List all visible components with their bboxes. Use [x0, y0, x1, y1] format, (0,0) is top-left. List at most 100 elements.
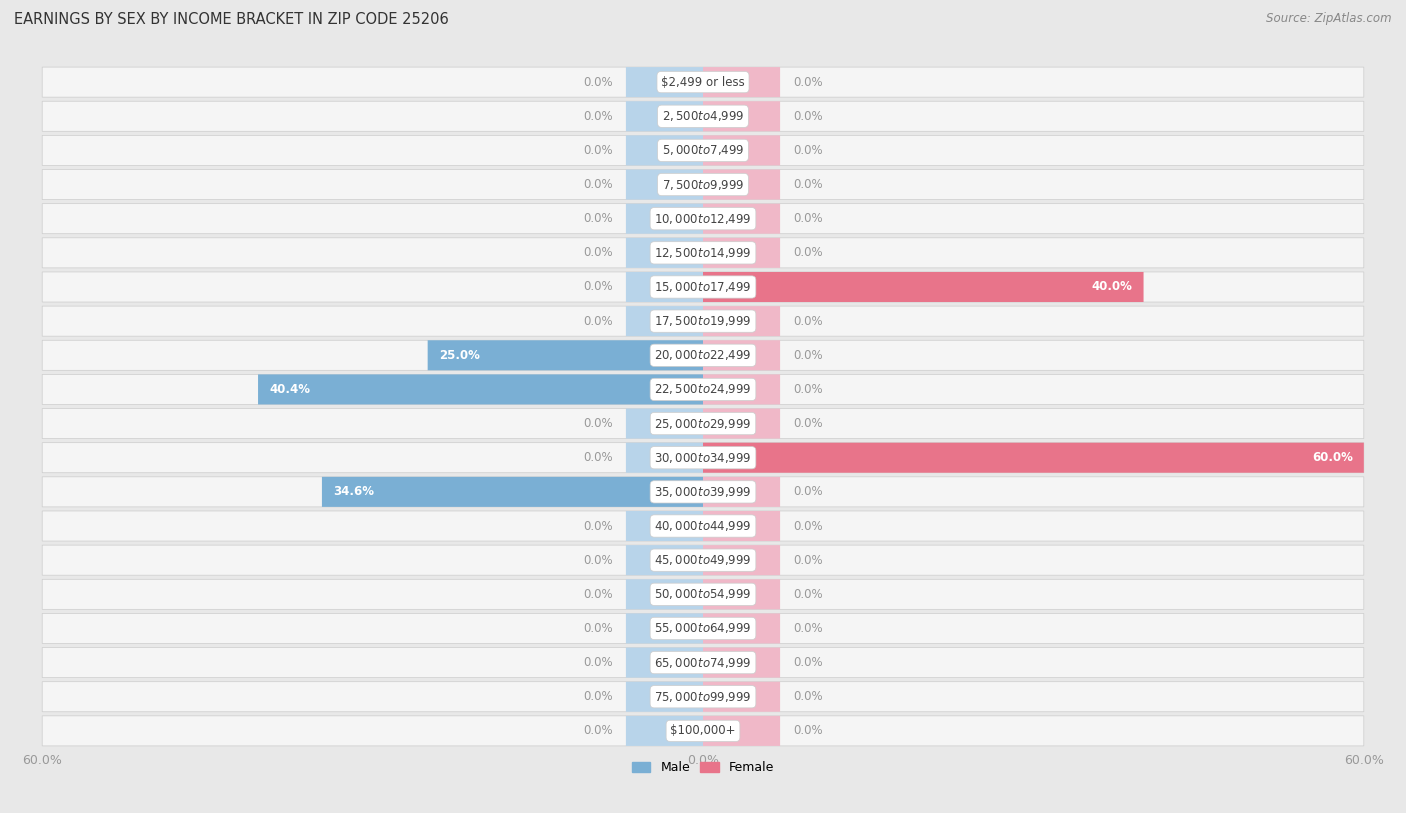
- Text: 0.0%: 0.0%: [793, 485, 823, 498]
- Text: 0.0%: 0.0%: [583, 178, 613, 191]
- Text: 0.0%: 0.0%: [793, 246, 823, 259]
- Text: $15,000 to $17,499: $15,000 to $17,499: [654, 280, 752, 294]
- Text: $5,000 to $7,499: $5,000 to $7,499: [662, 143, 744, 158]
- Text: $40,000 to $44,999: $40,000 to $44,999: [654, 519, 752, 533]
- FancyBboxPatch shape: [42, 341, 1364, 370]
- FancyBboxPatch shape: [703, 375, 780, 404]
- Text: 0.0%: 0.0%: [583, 520, 613, 533]
- Text: 40.4%: 40.4%: [269, 383, 311, 396]
- FancyBboxPatch shape: [42, 648, 1364, 677]
- Text: $35,000 to $39,999: $35,000 to $39,999: [654, 485, 752, 499]
- Text: 0.0%: 0.0%: [793, 383, 823, 396]
- FancyBboxPatch shape: [626, 204, 703, 233]
- Text: 0.0%: 0.0%: [583, 622, 613, 635]
- FancyBboxPatch shape: [42, 238, 1364, 267]
- FancyBboxPatch shape: [42, 443, 1364, 472]
- Text: 0.0%: 0.0%: [583, 110, 613, 123]
- FancyBboxPatch shape: [42, 375, 1364, 404]
- Text: 0.0%: 0.0%: [793, 110, 823, 123]
- FancyBboxPatch shape: [626, 170, 703, 199]
- FancyBboxPatch shape: [42, 580, 1364, 609]
- FancyBboxPatch shape: [626, 67, 703, 97]
- Text: 0.0%: 0.0%: [793, 724, 823, 737]
- FancyBboxPatch shape: [42, 477, 1364, 506]
- Text: $2,500 to $4,999: $2,500 to $4,999: [662, 109, 744, 124]
- Text: 0.0%: 0.0%: [793, 588, 823, 601]
- Text: EARNINGS BY SEX BY INCOME BRACKET IN ZIP CODE 25206: EARNINGS BY SEX BY INCOME BRACKET IN ZIP…: [14, 12, 449, 27]
- FancyBboxPatch shape: [703, 204, 780, 233]
- FancyBboxPatch shape: [703, 546, 780, 575]
- Text: 0.0%: 0.0%: [793, 417, 823, 430]
- Text: $100,000+: $100,000+: [671, 724, 735, 737]
- Text: 40.0%: 40.0%: [1091, 280, 1133, 293]
- Legend: Male, Female: Male, Female: [627, 756, 779, 780]
- FancyBboxPatch shape: [42, 136, 1364, 165]
- Text: 0.0%: 0.0%: [583, 417, 613, 430]
- FancyBboxPatch shape: [42, 409, 1364, 438]
- Text: $17,500 to $19,999: $17,500 to $19,999: [654, 314, 752, 328]
- FancyBboxPatch shape: [703, 102, 780, 131]
- Text: 0.0%: 0.0%: [583, 451, 613, 464]
- Text: 0.0%: 0.0%: [793, 622, 823, 635]
- FancyBboxPatch shape: [703, 341, 780, 370]
- Text: 34.6%: 34.6%: [333, 485, 374, 498]
- FancyBboxPatch shape: [626, 443, 703, 472]
- FancyBboxPatch shape: [427, 341, 703, 370]
- FancyBboxPatch shape: [703, 307, 780, 336]
- FancyBboxPatch shape: [703, 511, 780, 541]
- Text: 0.0%: 0.0%: [583, 554, 613, 567]
- Text: $65,000 to $74,999: $65,000 to $74,999: [654, 655, 752, 670]
- Text: $22,500 to $24,999: $22,500 to $24,999: [654, 382, 752, 397]
- Text: 60.0%: 60.0%: [1312, 451, 1353, 464]
- Text: 0.0%: 0.0%: [583, 212, 613, 225]
- FancyBboxPatch shape: [703, 716, 780, 746]
- Text: $12,500 to $14,999: $12,500 to $14,999: [654, 246, 752, 260]
- FancyBboxPatch shape: [42, 511, 1364, 541]
- FancyBboxPatch shape: [626, 614, 703, 643]
- FancyBboxPatch shape: [42, 682, 1364, 711]
- FancyBboxPatch shape: [626, 580, 703, 609]
- Text: Source: ZipAtlas.com: Source: ZipAtlas.com: [1267, 12, 1392, 25]
- Text: $25,000 to $29,999: $25,000 to $29,999: [654, 416, 752, 431]
- FancyBboxPatch shape: [626, 409, 703, 438]
- FancyBboxPatch shape: [703, 477, 780, 506]
- Text: 0.0%: 0.0%: [583, 315, 613, 328]
- FancyBboxPatch shape: [42, 716, 1364, 746]
- Text: 0.0%: 0.0%: [793, 144, 823, 157]
- FancyBboxPatch shape: [703, 238, 780, 267]
- Text: $75,000 to $99,999: $75,000 to $99,999: [654, 689, 752, 704]
- Text: 0.0%: 0.0%: [793, 76, 823, 89]
- FancyBboxPatch shape: [42, 307, 1364, 336]
- FancyBboxPatch shape: [703, 409, 780, 438]
- Text: 0.0%: 0.0%: [793, 349, 823, 362]
- Text: $55,000 to $64,999: $55,000 to $64,999: [654, 621, 752, 636]
- Text: $30,000 to $34,999: $30,000 to $34,999: [654, 450, 752, 465]
- FancyBboxPatch shape: [703, 580, 780, 609]
- Text: 0.0%: 0.0%: [583, 280, 613, 293]
- FancyBboxPatch shape: [626, 511, 703, 541]
- FancyBboxPatch shape: [626, 307, 703, 336]
- Text: 0.0%: 0.0%: [583, 588, 613, 601]
- Text: $20,000 to $22,499: $20,000 to $22,499: [654, 348, 752, 363]
- Text: 0.0%: 0.0%: [793, 656, 823, 669]
- FancyBboxPatch shape: [703, 648, 780, 677]
- FancyBboxPatch shape: [626, 546, 703, 575]
- Text: 0.0%: 0.0%: [583, 76, 613, 89]
- Text: 0.0%: 0.0%: [793, 690, 823, 703]
- FancyBboxPatch shape: [703, 443, 1364, 472]
- Text: 25.0%: 25.0%: [439, 349, 479, 362]
- FancyBboxPatch shape: [626, 648, 703, 677]
- Text: $2,499 or less: $2,499 or less: [661, 76, 745, 89]
- FancyBboxPatch shape: [322, 477, 703, 506]
- FancyBboxPatch shape: [703, 682, 780, 711]
- FancyBboxPatch shape: [703, 136, 780, 165]
- FancyBboxPatch shape: [42, 272, 1364, 302]
- Text: 0.0%: 0.0%: [793, 212, 823, 225]
- FancyBboxPatch shape: [703, 67, 780, 97]
- Text: $45,000 to $49,999: $45,000 to $49,999: [654, 553, 752, 567]
- Text: 0.0%: 0.0%: [793, 178, 823, 191]
- FancyBboxPatch shape: [703, 170, 780, 199]
- Text: 0.0%: 0.0%: [583, 144, 613, 157]
- FancyBboxPatch shape: [42, 204, 1364, 233]
- FancyBboxPatch shape: [42, 170, 1364, 199]
